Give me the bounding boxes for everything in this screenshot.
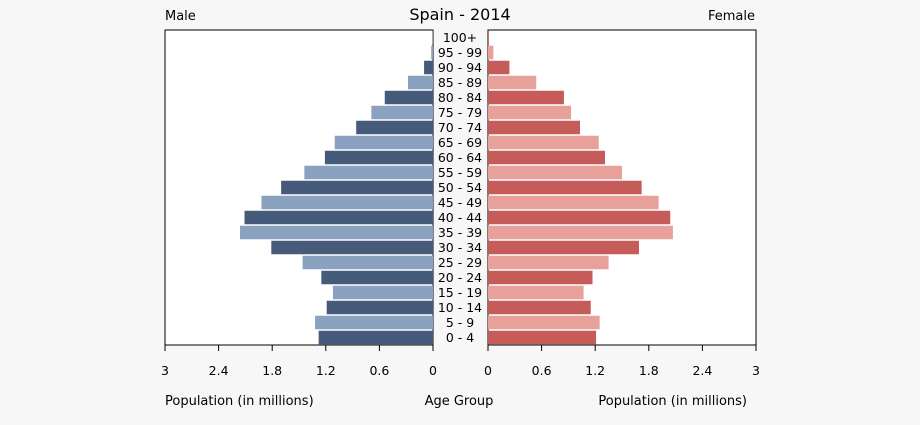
female-bar-14	[488, 240, 639, 255]
male-bar-11	[261, 195, 433, 210]
female-axis-tick-label: 0.6	[532, 363, 552, 378]
age-group-label: 60 - 64	[438, 150, 482, 165]
female-axis-tick-label: 1.2	[585, 363, 605, 378]
age-group-label: 100+	[443, 30, 477, 45]
male-bar-16	[321, 270, 433, 285]
male-bar-17	[332, 285, 433, 300]
female-bar-2	[488, 60, 510, 75]
female-axis-label: Population (in millions)	[598, 394, 747, 409]
age-group-label: 45 - 49	[438, 195, 482, 210]
age-group-label: 0 - 4	[446, 330, 474, 345]
female-bar-13	[488, 225, 673, 240]
age-group-label: 70 - 74	[438, 120, 482, 135]
female-axis-tick-label: 2.4	[692, 363, 712, 378]
female-bar-16	[488, 270, 593, 285]
female-bar-0	[488, 30, 489, 45]
male-axis-tick-label: 0	[429, 363, 437, 378]
age-group-label: 30 - 34	[438, 240, 482, 255]
age-group-label: 50 - 54	[438, 180, 482, 195]
male-bar-19	[315, 315, 433, 330]
male-bar-18	[326, 300, 433, 315]
male-bar-8	[324, 150, 433, 165]
male-bar-1	[431, 45, 433, 60]
male-bar-4	[384, 90, 433, 105]
age-group-axis-label: Age Group	[425, 394, 494, 409]
chart-title: Spain - 2014	[409, 5, 510, 24]
age-group-label: 55 - 59	[438, 165, 482, 180]
female-bars	[488, 30, 673, 345]
age-group-label: 80 - 84	[438, 90, 482, 105]
age-group-label: 5 - 9	[446, 315, 474, 330]
age-group-label: 10 - 14	[438, 300, 482, 315]
male-bar-14	[271, 240, 433, 255]
age-group-label: 75 - 79	[438, 105, 482, 120]
female-bar-17	[488, 285, 584, 300]
male-bar-3	[407, 75, 433, 90]
male-bar-7	[334, 135, 433, 150]
age-group-label: 95 - 99	[438, 45, 482, 60]
female-bar-1	[488, 45, 494, 60]
age-group-label: 35 - 39	[438, 225, 482, 240]
female-side-label: Female	[708, 9, 755, 24]
male-bars	[240, 30, 433, 345]
female-axis-tick-label: 3	[752, 363, 760, 378]
female-bar-15	[488, 255, 609, 270]
male-axis-tick-label: 2.4	[209, 363, 229, 378]
male-axis-label: Population (in millions)	[165, 394, 314, 409]
female-bar-18	[488, 300, 591, 315]
male-bar-15	[302, 255, 433, 270]
female-bar-11	[488, 195, 659, 210]
male-x-axis: 3 2.4 1.8 1.2 0.6 0	[161, 345, 437, 378]
female-bar-4	[488, 90, 564, 105]
age-group-label: 85 - 89	[438, 75, 482, 90]
age-group-label: 40 - 44	[438, 210, 482, 225]
male-axis-tick-label: 1.8	[262, 363, 282, 378]
male-axis-tick-label: 0.6	[369, 363, 389, 378]
male-bar-2	[424, 60, 433, 75]
female-bar-20	[488, 330, 597, 345]
female-axis-tick-label: 1.8	[639, 363, 659, 378]
female-x-axis: 3 2.4 1.8 1.2 0.6 0	[484, 345, 760, 378]
male-side-label: Male	[165, 9, 196, 24]
male-bar-10	[281, 180, 433, 195]
female-bar-8	[488, 150, 606, 165]
female-bar-6	[488, 120, 581, 135]
female-bar-10	[488, 180, 642, 195]
male-bar-6	[356, 120, 433, 135]
female-bar-3	[488, 75, 537, 90]
male-bar-5	[371, 105, 433, 120]
age-group-label: 25 - 29	[438, 255, 482, 270]
male-bar-20	[318, 330, 433, 345]
female-axis-tick-label: 0	[484, 363, 492, 378]
age-group-label: 15 - 19	[438, 285, 482, 300]
male-axis-tick-label: 3	[161, 363, 169, 378]
female-bar-19	[488, 315, 600, 330]
age-group-label: 90 - 94	[438, 60, 482, 75]
male-bar-9	[304, 165, 433, 180]
female-bar-9	[488, 165, 622, 180]
male-axis-tick-label: 1.2	[316, 363, 336, 378]
female-bar-12	[488, 210, 671, 225]
female-bar-5	[488, 105, 572, 120]
age-group-label: 65 - 69	[438, 135, 482, 150]
female-bar-7	[488, 135, 599, 150]
age-group-label: 20 - 24	[438, 270, 482, 285]
male-bar-12	[244, 210, 433, 225]
male-bar-13	[240, 225, 433, 240]
